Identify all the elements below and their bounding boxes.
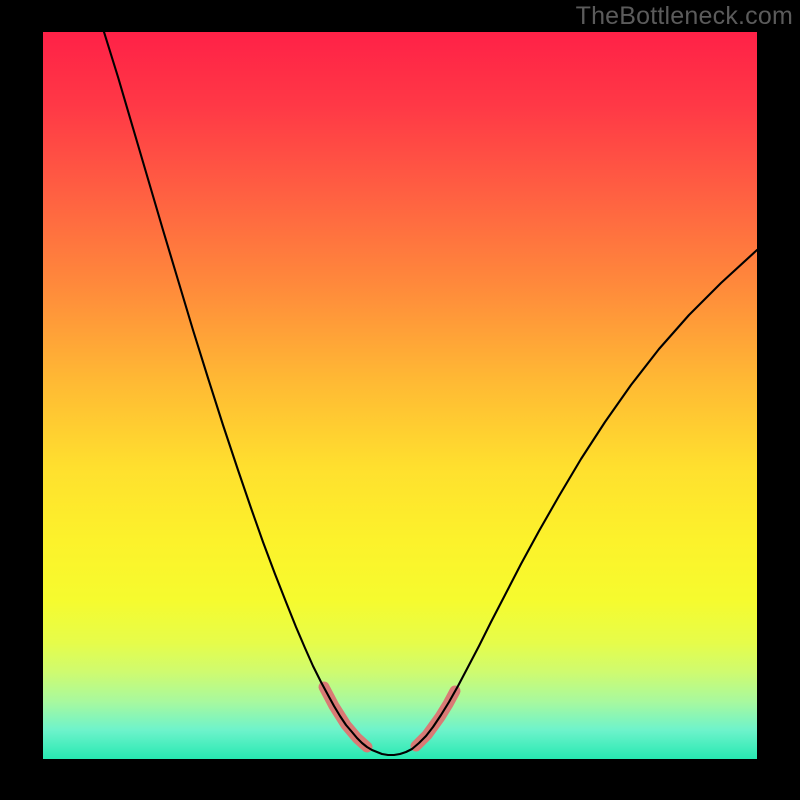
plot-area	[43, 32, 757, 759]
watermark-text: TheBottleneck.com	[576, 2, 793, 31]
curve-layer	[43, 32, 757, 759]
highlight-segment-0	[324, 687, 367, 747]
bottleneck-curve	[104, 32, 757, 755]
highlight-segment-1	[416, 691, 455, 746]
